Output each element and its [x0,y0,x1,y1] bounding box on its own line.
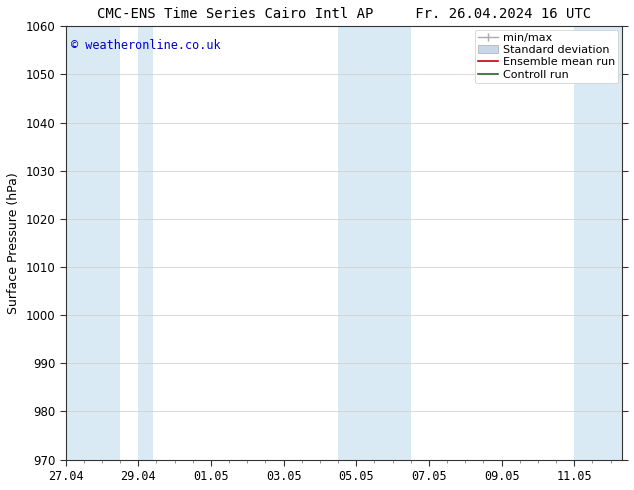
Text: © weatheronline.co.uk: © weatheronline.co.uk [71,39,221,52]
Y-axis label: Surface Pressure (hPa): Surface Pressure (hPa) [7,172,20,314]
Legend: min/max, Standard deviation, Ensemble mean run, Controll run: min/max, Standard deviation, Ensemble me… [475,29,618,83]
Bar [66,26,120,460]
Bar [138,26,153,460]
Bar [574,26,621,460]
Title: CMC-ENS Time Series Cairo Intl AP     Fr. 26.04.2024 16 UTC: CMC-ENS Time Series Cairo Intl AP Fr. 26… [96,7,591,21]
Bar [338,26,411,460]
